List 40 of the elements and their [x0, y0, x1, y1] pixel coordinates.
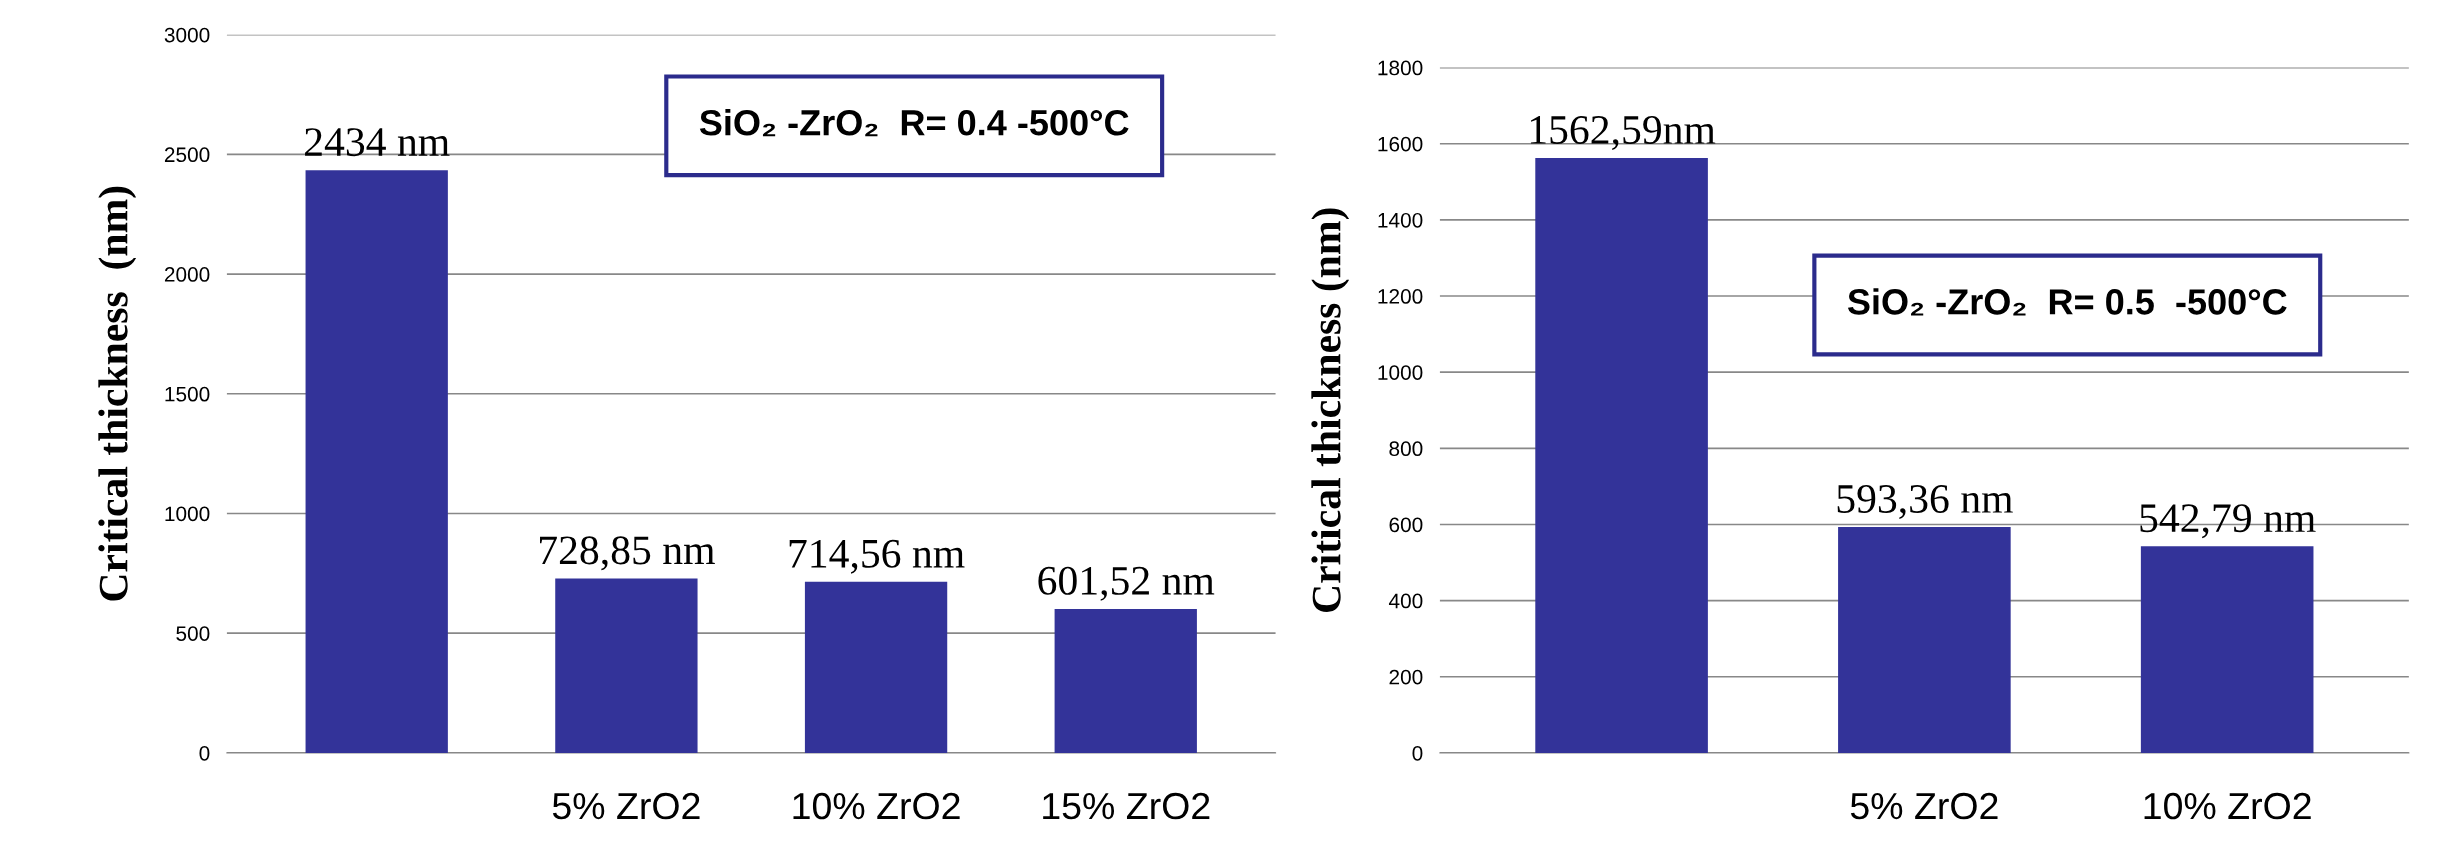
- y-tick-label: 1000: [1378, 365, 1423, 380]
- bar: [1535, 157, 1708, 753]
- y-tick-label: 3000: [164, 27, 210, 43]
- x-tick-label: 5% ZrO2: [552, 792, 700, 820]
- y-tick-label: 1800: [1378, 60, 1423, 76]
- x-tick-label: 10% ZrO2: [793, 792, 960, 820]
- data-label: 593,36 nm: [1837, 484, 2013, 519]
- y-tick-label: 0: [199, 745, 210, 761]
- x-tick-label: 10% ZrO2: [2144, 792, 2311, 820]
- y-tick-label: 400: [1388, 593, 1423, 609]
- y-tick-label: 200: [1389, 669, 1423, 685]
- data-label: 714,56 nm: [789, 539, 965, 574]
- y-axis-title: Critical thickness (nm): [98, 186, 137, 601]
- y-tick-label: 0: [1412, 745, 1423, 761]
- data-label: 542,79 nm: [2140, 504, 2316, 539]
- y-tick-label: 1500: [165, 386, 210, 402]
- data-label: 1562,59nm: [1530, 115, 1716, 150]
- y-tick-label: 600: [1389, 517, 1423, 533]
- bar: [555, 578, 698, 753]
- data-label: 2434 nm: [305, 128, 450, 157]
- bar: [1054, 608, 1197, 753]
- y-tick-label: 1400: [1378, 212, 1423, 228]
- bar: [305, 170, 448, 753]
- y-tick-label: 800: [1389, 441, 1423, 457]
- bar: [804, 581, 948, 753]
- y-tick-label: 500: [176, 626, 210, 641]
- y-tick-label: 1600: [1378, 136, 1423, 152]
- y-tick-label: 1000: [165, 506, 210, 522]
- x-tick-label: 15% ZrO2: [1043, 792, 1210, 820]
- data-label: 728,85 nm: [540, 536, 715, 571]
- annotation: SiO₂ -ZrO₂ R= 0.5 -500°C: [1847, 288, 2287, 316]
- x-tick-label: 5% ZrO2: [1850, 792, 1998, 820]
- y-tick-label: 2000: [164, 267, 210, 282]
- bar: [1838, 526, 2011, 753]
- y-tick-label: 2500: [164, 147, 210, 163]
- annotation: SiO₂ -ZrO₂ R= 0.4 -500°C: [699, 109, 1129, 137]
- bar: [2140, 546, 2314, 753]
- y-tick-label: 1200: [1378, 289, 1423, 304]
- data-label: 601,52 nm: [1038, 566, 1215, 601]
- y-axis-title: Critical thickness (nm): [1311, 208, 1350, 612]
